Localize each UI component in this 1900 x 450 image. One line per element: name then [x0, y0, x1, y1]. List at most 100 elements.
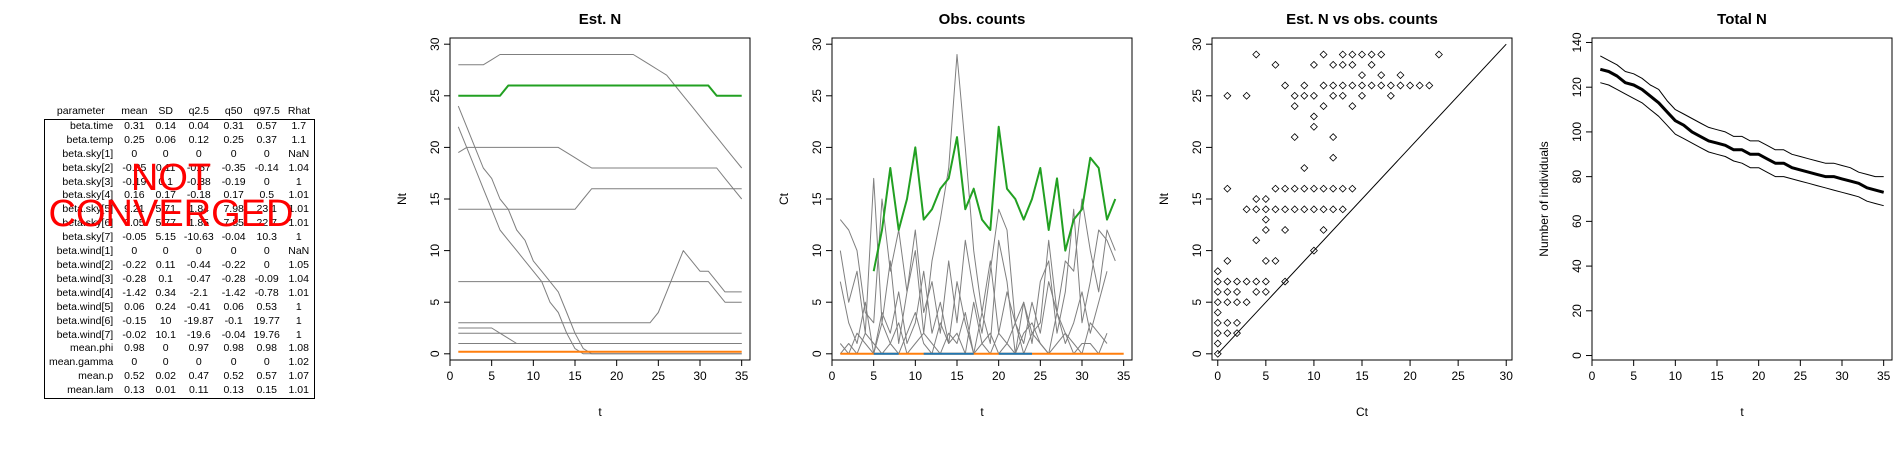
table-cell: 5.77 — [155, 217, 176, 230]
scatter-point — [1338, 91, 1347, 100]
table-cell: 1 — [295, 231, 302, 244]
x-tick-label: 15 — [568, 369, 582, 383]
table-header-cell: q2.5 — [188, 105, 210, 117]
y-tick-label: 10 — [810, 244, 824, 258]
x-axis-label: t — [980, 405, 984, 419]
table-cell: 0 — [195, 147, 202, 160]
scatter-point — [1367, 60, 1376, 69]
table-cell: 0.04 — [188, 119, 210, 132]
scatter-point — [1233, 298, 1241, 307]
table-cell: 1.7 — [291, 119, 307, 132]
table-cell: -0.15 — [122, 314, 147, 327]
y-tick-label: 5 — [810, 299, 824, 306]
table-row: beta.wind[6] -0.15 10 -19.87 -0.1 19.77 1 — [45, 315, 315, 329]
table-cell: -0.57 — [186, 161, 211, 174]
y-tick-label: 0 — [1570, 352, 1584, 359]
table-cell: 1.01 — [288, 203, 309, 216]
table-cell: 0 — [162, 147, 169, 160]
table-cell: 0 — [162, 356, 169, 369]
parameter-name-cell: beta.wind[4] — [56, 286, 114, 299]
series-line — [1600, 82, 1884, 207]
table-cell: -0.22 — [122, 258, 147, 271]
y-tick-label: 15 — [810, 192, 824, 206]
chart-title: Obs. counts — [939, 11, 1026, 28]
table-cell: 0 — [162, 245, 169, 258]
scatter-point — [1233, 329, 1241, 338]
plot-area — [839, 54, 1124, 355]
scatter-point — [1425, 81, 1434, 90]
table-cell: 0.25 — [124, 133, 145, 146]
x-tick-label: 15 — [1355, 369, 1369, 383]
identity-line — [1217, 43, 1507, 355]
scatter-point — [1319, 225, 1328, 234]
y-axis-label: Nt — [395, 192, 409, 205]
scatter-point — [1252, 287, 1261, 296]
plot-frame — [1591, 37, 1893, 361]
table-cell: 19.76 — [253, 328, 280, 341]
chart-panel-2: Obs. counts 0 5 10 15 20 25 30 35 0 5 10 15 20 25 30 t Ct — [777, 11, 1133, 419]
table-cell: 0 — [263, 147, 270, 160]
table-cell: 7.98 — [223, 203, 244, 216]
scatter-point — [1261, 256, 1270, 265]
y-tick-label: 15 — [1190, 192, 1204, 206]
scatter-point — [1223, 329, 1232, 338]
plot-area — [457, 54, 743, 355]
x-tick-label: 20 — [1403, 369, 1417, 383]
table-cell: -0.18 — [186, 189, 211, 202]
scatter-point — [1223, 287, 1232, 296]
x-tick-label: 30 — [1075, 369, 1089, 383]
scatter-point — [1213, 329, 1222, 338]
scatter-point — [1242, 91, 1251, 100]
x-tick-label: 10 — [1307, 369, 1321, 383]
table-cell: 5.15 — [155, 231, 176, 244]
table-cell: -0.05 — [122, 231, 147, 244]
y-tick-label: 120 — [1570, 77, 1584, 97]
plot-area — [1599, 55, 1885, 207]
x-axis-label: t — [598, 405, 602, 419]
scatter-point — [1261, 277, 1270, 286]
table-row: beta.sky[6] 9.05 5.77 1.85 7.85 22.7 1.01 — [45, 217, 315, 231]
table-cell: 0.98 — [124, 342, 145, 355]
table-cell: -0.04 — [221, 328, 246, 341]
table-cell: 0.47 — [188, 370, 210, 383]
parameter-name-cell: beta.sky[6] — [62, 217, 114, 230]
scatter-point — [1358, 71, 1366, 80]
table-header-cell: mean — [121, 105, 148, 117]
table-row: beta.sky[4] 0.16 0.17 -0.18 0.17 0.5 1.01 — [45, 189, 315, 203]
table-cell: 9.21 — [124, 203, 145, 216]
table-cell: 1.84 — [188, 203, 210, 216]
table-header-cell: parameter — [56, 105, 105, 117]
table-cell: 0 — [230, 245, 237, 258]
y-tick-label: 0 — [428, 350, 442, 357]
scatter-point — [1271, 256, 1280, 265]
series-line — [457, 126, 742, 355]
table-cell: 0.01 — [155, 384, 176, 397]
scatter-point — [1396, 71, 1405, 80]
x-tick-label: 25 — [1794, 369, 1808, 383]
x-tick-label: 5 — [488, 369, 495, 383]
x-tick-label: 30 — [1835, 369, 1849, 383]
x-tick-label: 5 — [870, 369, 877, 383]
parameter-name-cell: beta.wind[6] — [56, 314, 114, 327]
table-cell: 0.31 — [124, 119, 145, 132]
scatter-point — [1406, 81, 1415, 90]
table-cell: 0.5 — [259, 189, 275, 202]
scatter-point — [1290, 184, 1299, 193]
scatter-point — [1271, 60, 1280, 69]
table-header-row: parameter mean SD q2.5 q50 q97.5 Rhat — [45, 105, 315, 119]
series-line — [839, 177, 1116, 344]
chart-title: Est. N vs obs. counts — [1286, 11, 1438, 28]
x-tick-label: 10 — [1669, 369, 1683, 383]
parameter-name-cell: beta.sky[7] — [62, 231, 114, 244]
scatter-point — [1252, 205, 1261, 214]
x-tick-label: 0 — [829, 369, 836, 383]
scatter-point — [1319, 81, 1328, 90]
scatter-point — [1223, 91, 1232, 100]
table-cell: 0.57 — [256, 119, 277, 132]
scatter-point — [1309, 122, 1318, 131]
table-header-cell: SD — [158, 105, 173, 117]
table-cell: -0.44 — [186, 258, 211, 271]
table-cell: -0.14 — [254, 161, 279, 174]
table-cell: -0.35 — [122, 161, 147, 174]
